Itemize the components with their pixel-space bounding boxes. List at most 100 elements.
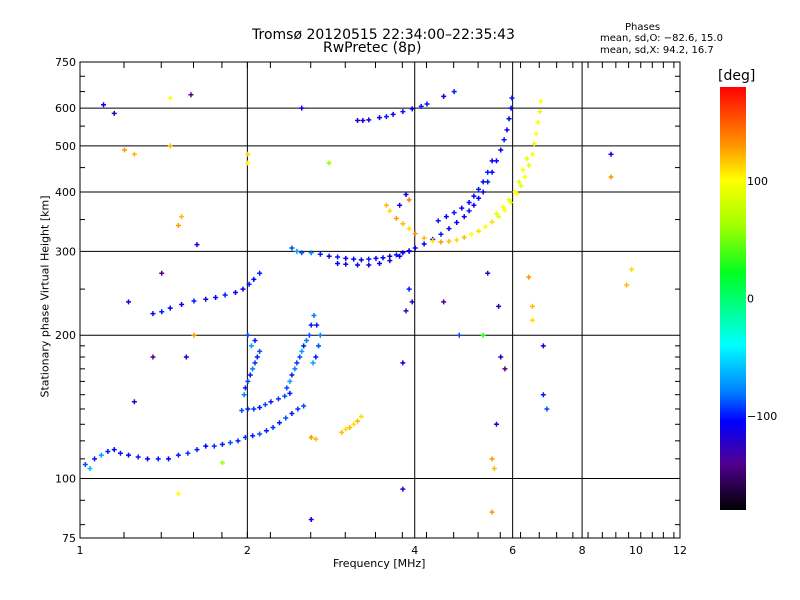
echo-point	[540, 392, 546, 398]
echo-point	[289, 245, 295, 251]
echo-point	[377, 115, 383, 121]
echo-point	[471, 202, 477, 208]
echo-point	[387, 253, 393, 259]
echo-point	[377, 260, 383, 266]
colorbar-label: [deg]	[718, 68, 756, 84]
echo-point	[175, 491, 181, 497]
echo-point	[529, 151, 535, 157]
echo-point	[275, 396, 281, 402]
echo-point	[441, 93, 447, 99]
echo-point	[438, 239, 444, 245]
echo-point	[400, 486, 406, 492]
phases-x-line: mean, sd,X: 94.2, 16.7	[600, 45, 714, 56]
echo-point	[608, 174, 614, 180]
echo-point	[239, 407, 245, 413]
echo-point	[489, 509, 495, 515]
echo-point	[520, 167, 526, 173]
echo-point	[179, 214, 185, 220]
echo-point	[294, 248, 300, 254]
echo-point	[299, 348, 305, 354]
echo-point	[343, 261, 349, 267]
echo-point	[485, 179, 491, 185]
echo-point	[435, 218, 441, 224]
echo-point	[299, 250, 305, 256]
echo-point	[360, 118, 366, 124]
echo-point	[489, 219, 495, 225]
echo-point	[326, 253, 332, 259]
phases-o-line: mean, sd,O: −82.6, 15.0	[600, 33, 723, 44]
echo-point	[544, 406, 550, 412]
echo-point	[222, 292, 228, 298]
echo-point	[409, 299, 415, 305]
echo-point	[489, 169, 495, 175]
echo-point	[183, 354, 189, 360]
echo-point	[400, 360, 406, 366]
echo-point	[466, 208, 472, 214]
echo-point	[347, 424, 353, 430]
echo-point	[101, 102, 107, 108]
echo-point	[175, 223, 181, 229]
echo-point	[270, 424, 276, 430]
echo-point	[529, 303, 535, 309]
echo-point	[131, 151, 137, 157]
echo-point	[308, 434, 314, 440]
echo-point	[257, 431, 263, 437]
echo-point	[480, 179, 486, 185]
echo-point	[387, 208, 393, 214]
echo-point	[629, 266, 635, 272]
echo-point	[498, 147, 504, 153]
echo-point	[339, 429, 345, 435]
echo-point	[383, 114, 389, 120]
echo-point	[355, 262, 361, 268]
echo-point	[504, 127, 510, 133]
echo-point	[301, 403, 307, 409]
echo-point	[421, 241, 427, 247]
echo-point	[242, 385, 248, 391]
echo-point	[263, 428, 269, 434]
echo-point	[461, 214, 467, 220]
echo-point	[424, 101, 430, 107]
echo-point	[317, 332, 323, 338]
colorbar-tick-label: 100	[747, 175, 768, 188]
echo-point	[466, 200, 472, 206]
chart-title: Tromsø 20120515 22:34:00–22:35:43	[252, 27, 515, 43]
echo-point	[526, 162, 532, 168]
echo-point	[191, 298, 197, 304]
echo-point	[287, 390, 293, 396]
echo-point	[126, 299, 132, 305]
echo-point	[257, 348, 263, 354]
echo-point	[308, 322, 314, 328]
echo-point	[343, 255, 349, 261]
echo-point	[111, 447, 117, 453]
echo-point	[501, 137, 507, 143]
echo-point	[145, 456, 151, 462]
echo-point	[512, 189, 518, 195]
echo-point	[268, 399, 274, 405]
x-tick-label: 2	[244, 544, 251, 557]
echo-point	[418, 103, 424, 109]
echo-point	[294, 360, 300, 366]
echo-point	[82, 462, 88, 468]
y-tick-label: 500	[55, 140, 76, 153]
echo-point	[310, 360, 316, 366]
echo-point	[211, 443, 217, 449]
echo-point	[502, 207, 508, 213]
plot-frame	[79, 61, 681, 539]
echo-point	[219, 460, 225, 466]
echo-point	[351, 256, 357, 262]
echo-point	[624, 282, 630, 288]
echo-point	[383, 202, 389, 208]
echo-point	[203, 296, 209, 302]
echo-point	[522, 174, 528, 180]
echo-point	[167, 143, 173, 149]
echo-point	[476, 186, 482, 192]
echo-point	[252, 360, 258, 366]
echo-point	[175, 452, 181, 458]
echo-point	[167, 95, 173, 101]
echo-point	[289, 410, 295, 416]
echo-point	[316, 343, 322, 349]
echo-point	[135, 454, 141, 460]
echo-point	[409, 106, 415, 112]
echo-point	[502, 366, 508, 372]
echo-point	[608, 151, 614, 157]
